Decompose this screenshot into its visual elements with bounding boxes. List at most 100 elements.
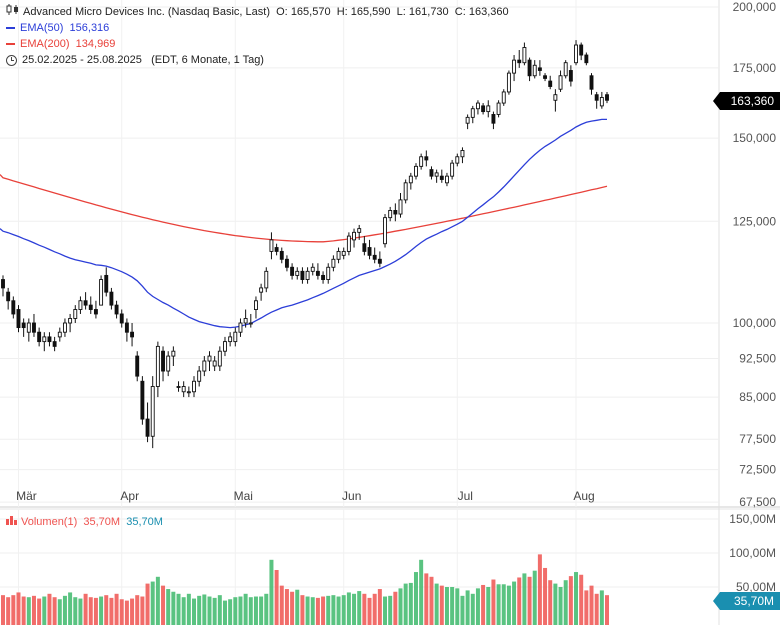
volume-bar: [186, 593, 191, 625]
volume-bar: [512, 581, 517, 625]
candle-body: [403, 182, 408, 201]
high-value: 165,590: [350, 6, 391, 18]
volume-bar: [305, 596, 310, 625]
ema50-legend[interactable]: EMA(50) 156,316: [6, 20, 109, 36]
candle-body: [599, 97, 604, 107]
volume-bar: [543, 567, 548, 625]
volume-bar: [202, 594, 207, 625]
candle-body: [584, 54, 589, 64]
volume-bar: [42, 596, 47, 625]
volume-bar: [114, 593, 119, 625]
candle-body: [594, 94, 599, 101]
last-price-tag: 163,360: [713, 92, 780, 110]
candle-body: [166, 355, 171, 372]
candle-body: [491, 114, 496, 124]
volume-bar: [486, 587, 491, 625]
candle-body: [47, 336, 52, 343]
volume-bar: [83, 593, 88, 625]
volume-bar: [326, 595, 331, 625]
candle-body: [73, 309, 78, 319]
volume-bar: [558, 587, 563, 625]
candle-body: [295, 270, 300, 276]
candle-body: [305, 270, 310, 280]
candle-body: [16, 309, 21, 329]
candle-body: [506, 72, 511, 93]
candle-body: [238, 322, 243, 333]
volume-bar: [274, 570, 279, 625]
candle-body: [104, 274, 109, 293]
ema200-line: [0, 174, 608, 243]
volume-bar: [470, 593, 475, 625]
volume-bar: [124, 600, 129, 625]
volume-axis-tick: 100,00M: [729, 546, 776, 560]
candle-body: [589, 75, 594, 90]
volume-bar: [73, 597, 78, 625]
volume-bar: [207, 596, 212, 625]
volume-bar: [233, 597, 238, 625]
volume-bar: [501, 584, 506, 625]
volume-bar: [217, 595, 222, 625]
candle-body: [161, 350, 165, 372]
volume-bar: [269, 559, 274, 625]
candle-body: [11, 300, 16, 315]
volume-bar: [279, 585, 284, 625]
candle-body: [176, 386, 181, 388]
candle-body: [486, 105, 491, 113]
ema50-label: EMA(50): [20, 22, 64, 34]
volume-legend[interactable]: Volumen(1) 35,70M 35,70M: [6, 514, 163, 530]
candle-body: [6, 291, 11, 302]
candle-body: [202, 360, 207, 372]
volume-bar: [166, 589, 171, 625]
volume-bar: [460, 595, 465, 625]
candle-body: [52, 341, 57, 347]
volume-bar: [465, 590, 470, 625]
volume-bar: [315, 597, 320, 625]
candle-body: [259, 287, 264, 293]
price-axis-tick: 150,000: [733, 131, 777, 145]
volume-bar: [439, 585, 444, 625]
candle-body: [341, 250, 346, 256]
volume-bar: [481, 584, 486, 625]
volume-bar: [388, 595, 393, 625]
candle-body: [310, 266, 315, 272]
candle-body: [470, 108, 475, 118]
candle-body: [21, 322, 26, 329]
candle-body: [135, 355, 140, 377]
volume-bar: [429, 576, 434, 625]
candle-body: [408, 175, 413, 184]
ema200-legend[interactable]: EMA(200) 134,969: [6, 36, 115, 52]
candle-body: [532, 64, 537, 77]
volume-bar: [21, 596, 26, 625]
month-tick: Jul: [458, 489, 473, 503]
ema50-line: [0, 118, 607, 329]
volume-bar: [119, 599, 124, 625]
candle-body: [517, 59, 522, 64]
volume-bar: [362, 593, 367, 625]
volume-bar: [222, 600, 227, 625]
close-value: 163,360: [468, 6, 509, 18]
month-tick: Jun: [342, 489, 361, 503]
volume-bar: [496, 584, 501, 625]
volume-bar: [47, 593, 52, 625]
month-tick: Apr: [120, 489, 139, 503]
volume-bar: [408, 582, 413, 625]
volume-bar: [37, 598, 42, 625]
candle-body: [496, 102, 501, 115]
volume-bar: [11, 595, 16, 625]
volume-bar: [574, 572, 579, 625]
volume-bar: [321, 596, 326, 625]
candle-body: [284, 258, 289, 268]
candle-body: [1, 279, 5, 289]
candle-body: [269, 239, 274, 252]
candle-body: [197, 370, 202, 382]
candle-body: [99, 279, 104, 306]
candle-body: [331, 258, 336, 268]
candle-body: [88, 304, 93, 310]
volume-bar: [192, 598, 197, 625]
open-label: O:: [276, 6, 288, 18]
candle-body: [212, 360, 217, 367]
candle-body: [460, 150, 465, 158]
candle-body: [414, 165, 418, 177]
candle-body: [475, 102, 480, 110]
